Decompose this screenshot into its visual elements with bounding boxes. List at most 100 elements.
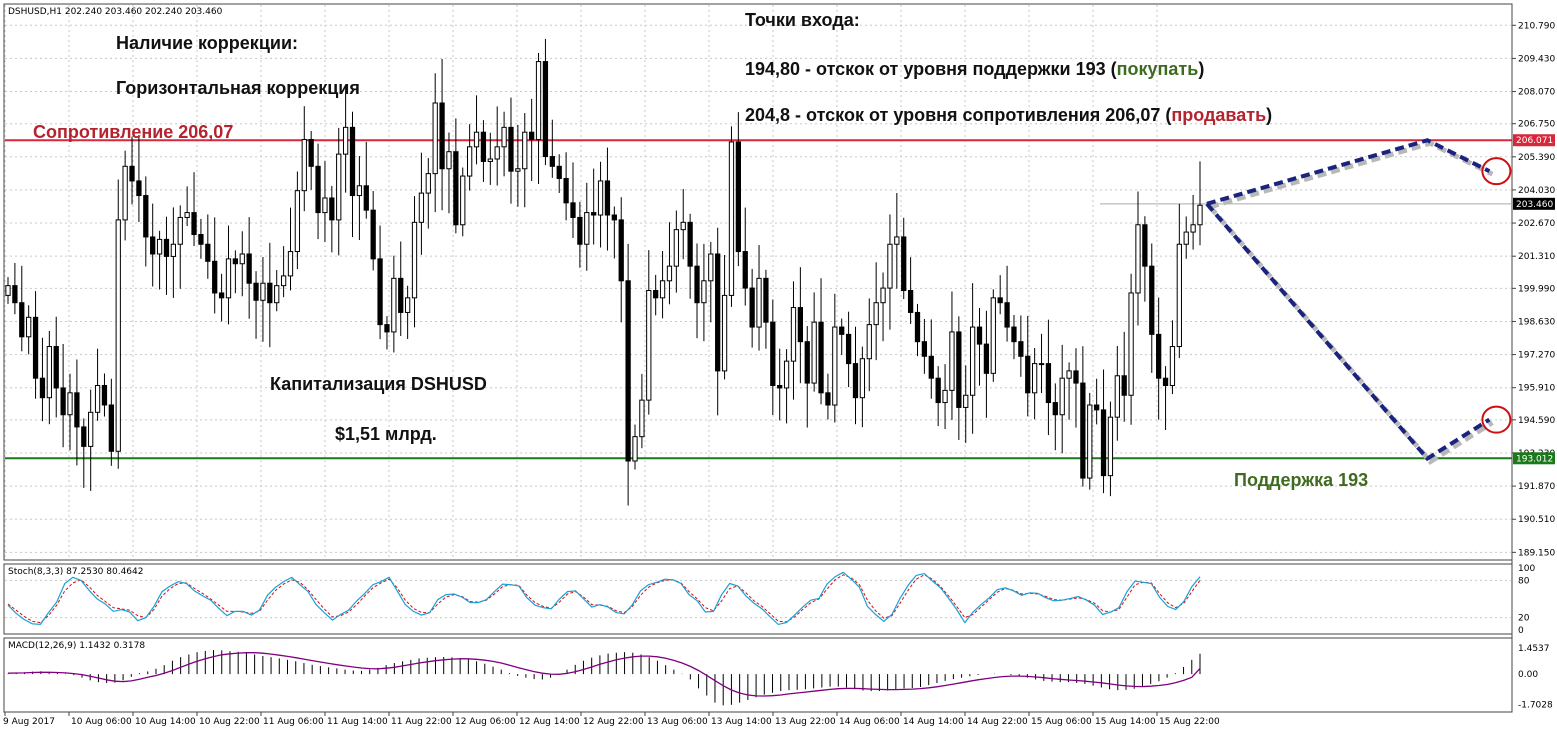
candle-up [522, 131, 528, 170]
candle-down [956, 331, 962, 408]
candle-up [336, 153, 342, 221]
macd-panel: 1.4537 0.00 -1.7028 [7, 644, 1553, 710]
candle-up [1176, 243, 1182, 348]
y-tick-label: 189.150 [1518, 548, 1555, 558]
candle-down [1045, 363, 1052, 404]
x-tick-label: 10 Aug 14:00 [135, 717, 196, 727]
candle-down [1004, 302, 1010, 328]
candle-down [349, 126, 356, 197]
candle-down [1142, 224, 1148, 267]
support-price-label: 193.012 [1516, 454, 1553, 464]
support-label: Поддержка 193 [1234, 470, 1369, 490]
candle-down [1121, 375, 1127, 396]
resistance-price-label: 206.071 [1516, 136, 1553, 146]
candle-down [1094, 404, 1100, 411]
candle-down [384, 324, 390, 333]
y-tick-label: 209.430 [1518, 54, 1555, 64]
x-tick-label: 10 Aug 06:00 [71, 717, 132, 727]
candle-up [418, 192, 425, 223]
candle-down [329, 197, 335, 221]
candle-down [439, 102, 445, 170]
candle-down [694, 265, 700, 304]
candle-down [32, 316, 39, 379]
candle-up [990, 297, 996, 374]
candle-up [88, 411, 94, 447]
candle-up [515, 168, 521, 172]
candle-up [1059, 377, 1065, 416]
candle-up [728, 141, 735, 296]
x-tick-label: 12 Aug 06:00 [455, 717, 516, 727]
candle-down [232, 258, 239, 265]
candle-down [997, 297, 1003, 304]
candle-up [1128, 292, 1134, 396]
candle-up [632, 436, 638, 462]
time-axis: 9 Aug 2017 10 Aug 06:00 10 Aug 14:00 10 Aug… [3, 712, 1220, 727]
x-tick-label: 11 Aug 22:00 [391, 717, 452, 727]
candle-up [46, 346, 52, 399]
candle-down [267, 282, 273, 304]
macd-tick-label: -1.7028 [1518, 700, 1553, 710]
candle-up [122, 165, 128, 221]
candle-up [411, 221, 418, 299]
x-tick-label: 12 Aug 22:00 [583, 717, 644, 727]
candle-down [1052, 402, 1058, 416]
candle-up [425, 173, 431, 194]
stoch-signal-line [7, 574, 1201, 624]
candle-down [1156, 333, 1162, 379]
correction-type: Горизонтальная коррекция [116, 78, 360, 98]
candle-up [115, 219, 121, 452]
candle-down [1018, 341, 1024, 357]
candle-down [39, 377, 46, 399]
candle-down [253, 282, 259, 301]
x-tick-label: 13 Aug 14:00 [711, 717, 772, 727]
candle-down [1162, 377, 1169, 387]
stoch-tick-label: 80 [1518, 576, 1530, 586]
y-tick-label: 191.870 [1518, 482, 1555, 492]
candle-up [294, 190, 301, 253]
candle-down [563, 177, 569, 204]
candle-down [1100, 409, 1107, 477]
candle-down [604, 180, 611, 216]
candle-down [53, 346, 59, 389]
candle-up [67, 392, 73, 416]
candle-down [108, 404, 114, 452]
candle-up [322, 197, 328, 214]
candle-down [839, 326, 845, 335]
candle-down [797, 307, 804, 343]
candle-down [246, 253, 252, 284]
candle-down [191, 212, 197, 236]
y-tick-label: 208.070 [1518, 88, 1555, 98]
candle-down [150, 236, 156, 255]
candle-up [274, 285, 280, 304]
support-price-box [1513, 452, 1555, 465]
candle-up [721, 294, 728, 372]
candle-up [969, 326, 976, 396]
candle-up [949, 331, 955, 391]
candle-up [646, 290, 652, 401]
candle-up [756, 277, 762, 328]
candle-down [983, 343, 990, 374]
candle-up [639, 399, 645, 438]
candle-up [404, 297, 411, 313]
candle-down [453, 151, 459, 226]
y-tick-label: 190.510 [1518, 515, 1555, 525]
candle-up [680, 221, 686, 231]
candle-down [549, 156, 555, 167]
macd-tick-label: 1.4537 [1518, 644, 1550, 654]
y-tick-label: 195.910 [1518, 384, 1555, 394]
x-tick-label: 15 Aug 14:00 [1095, 717, 1156, 727]
candle-down [377, 258, 383, 326]
candle-down [315, 165, 321, 214]
candle-down [143, 195, 149, 238]
candle-up [239, 253, 245, 265]
entry-buy-text: 194,80 - отскок от уровня поддержки 193 … [745, 59, 1117, 79]
correction-title: Наличие коррекции: [116, 33, 299, 53]
y-tick-label: 194.590 [1518, 416, 1555, 426]
y-tick-label: 204.030 [1518, 186, 1555, 196]
stoch-tick-label: 20 [1518, 614, 1530, 624]
candle-up [790, 307, 797, 362]
candle-down [1073, 370, 1079, 384]
stochastic-panel: 100 80 20 0 [5, 564, 1535, 636]
candle-down [101, 385, 108, 406]
candle-down [218, 292, 225, 299]
